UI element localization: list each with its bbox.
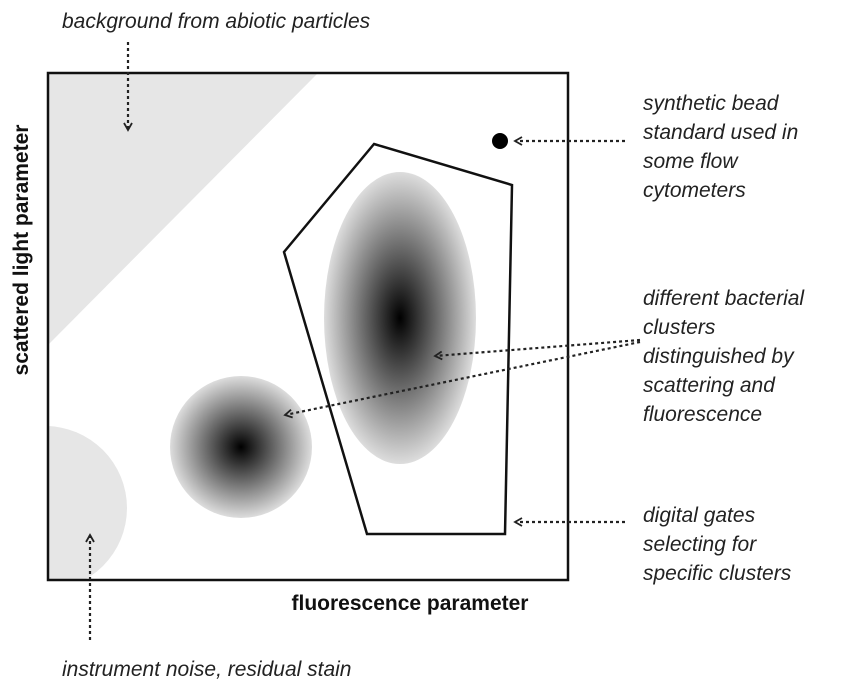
plot-area <box>48 73 318 580</box>
annotation: standard used in <box>643 121 798 144</box>
arrow <box>433 338 641 361</box>
y-axis-label: scattered light parameter <box>10 125 33 376</box>
annotation: specific clusters <box>643 562 792 585</box>
annotation: scattering and <box>643 374 776 397</box>
gate <box>282 142 514 536</box>
bead <box>492 133 508 149</box>
x-axis-label: fluorescence parameter <box>292 592 529 615</box>
background-region <box>48 73 318 345</box>
arrow <box>283 340 641 419</box>
annotation: synthetic bead <box>643 92 780 115</box>
annotation: different bacterial <box>643 287 805 310</box>
plot-frame <box>46 71 570 582</box>
cluster-small <box>170 376 312 518</box>
annotation: cytometers <box>643 179 746 202</box>
annotation: background from abiotic particles <box>62 10 371 33</box>
annotation: clusters <box>643 316 716 339</box>
annotation: selecting for <box>643 533 757 556</box>
annotation: instrument noise, residual stain <box>62 658 351 681</box>
noise-region <box>48 426 127 580</box>
annotation: fluorescence <box>643 403 762 426</box>
annotation: some flow <box>643 150 739 173</box>
annotation: distinguished by <box>643 345 795 368</box>
cluster-large <box>324 172 476 464</box>
annotation: digital gates <box>643 504 756 527</box>
